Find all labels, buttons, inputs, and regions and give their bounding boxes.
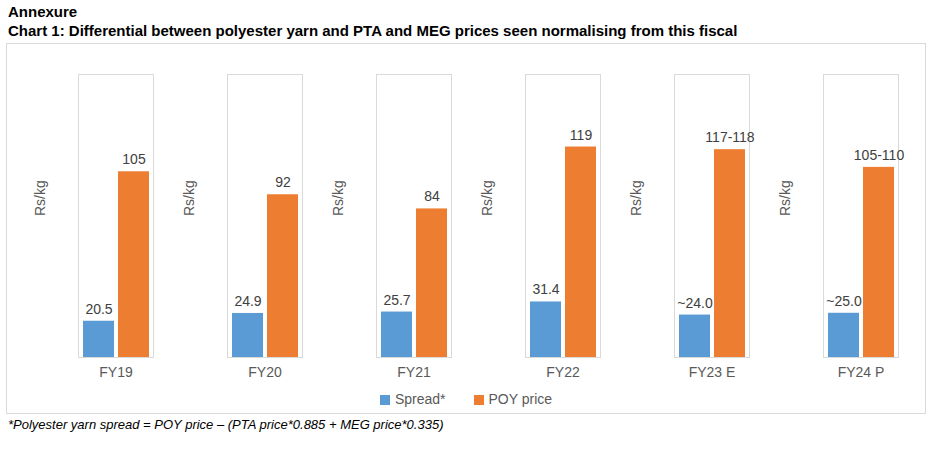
svg-text:Rs/kg: Rs/kg [777,180,793,216]
html-text:Annexure: Annexure [8,3,78,20]
svg-text:FY21: FY21 [397,364,431,380]
svg-text:92: 92 [275,174,291,190]
svg-text:105: 105 [122,151,146,167]
svg-text:105-110: 105-110 [854,147,905,163]
svg-text:FY22: FY22 [546,364,580,380]
svg-text:~25.0: ~25.0 [826,293,862,309]
svg-text:Rs/kg: Rs/kg [330,180,346,216]
html-text:Spread*: Spread* [394,391,446,407]
svg-text:84: 84 [424,188,440,204]
html-text:POY price: POY price [488,391,553,407]
svg-text:Rs/kg: Rs/kg [181,180,197,216]
svg-text:20.5: 20.5 [85,301,112,317]
svg-text:Rs/kg: Rs/kg [479,180,495,216]
svg-text:FY24 P: FY24 P [838,364,885,380]
svg-text:FY19: FY19 [99,364,133,380]
svg-text:31.4: 31.4 [532,281,559,297]
svg-text:25.7: 25.7 [383,292,410,308]
svg-text:~24.0: ~24.0 [677,295,713,311]
html-text:*Polyester yarn spread = POY p: *Polyester yarn spread = POY price – (PT… [8,417,444,432]
svg-text:FY20: FY20 [248,364,282,380]
svg-text:Rs/kg: Rs/kg [32,180,48,216]
html-text:Chart 1: Differential between: Chart 1: Differential between polyester … [8,22,738,39]
svg-text:24.9: 24.9 [234,293,261,309]
svg-text:117-118: 117-118 [705,129,755,145]
svg-text:FY23 E: FY23 E [689,364,736,380]
svg-text:Rs/kg: Rs/kg [628,180,644,216]
svg-text:119: 119 [570,126,593,142]
